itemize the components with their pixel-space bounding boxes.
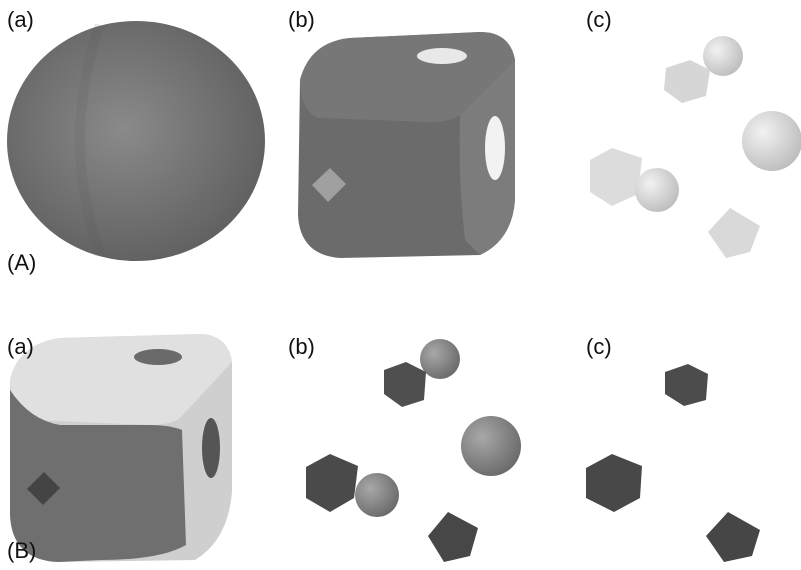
row-b-panel-c-label: (c): [586, 334, 612, 359]
row-a-panel-c-objects: [590, 36, 801, 258]
row-a-panel-a-sphere: [7, 21, 265, 261]
row-b-label: (B): [7, 538, 37, 563]
row-a-panel-b-label: (b): [288, 7, 315, 32]
row-b-panel-a-label: (a): [7, 334, 34, 359]
row-a-panel-b-rounded-cube: [298, 32, 515, 258]
row-a-label: (A): [7, 250, 37, 275]
row-a-panel-c-label: (c): [586, 7, 612, 32]
row-b-panel-b-objects: [306, 339, 521, 562]
row-b-panel-a-rounded-cube: [10, 334, 232, 562]
row-b-panel-c-objects: [586, 364, 760, 562]
row-a-panel-a-label: (a): [7, 7, 34, 32]
row-b-panel-b-label: (b): [288, 334, 315, 359]
